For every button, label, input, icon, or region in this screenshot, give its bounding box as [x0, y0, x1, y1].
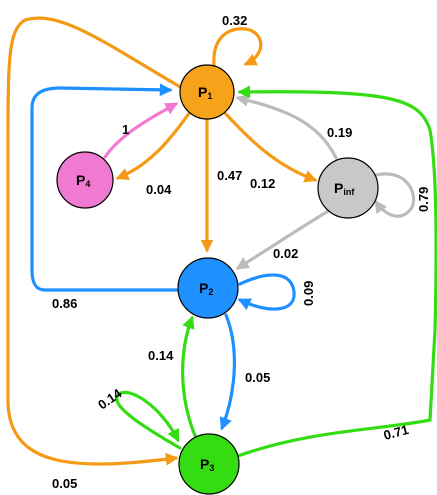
- edge-pinf-p1: [235, 94, 338, 160]
- edge-pinf-p2: [235, 208, 332, 270]
- edge-p3-p1: [236, 85, 437, 458]
- edge-p1-p1: [212, 27, 263, 67]
- node-p1: P1: [179, 64, 235, 120]
- edge-label-p4-p1: 1: [122, 122, 129, 137]
- node-p4-label: P4: [76, 172, 90, 189]
- edge-p3-p3: [115, 390, 182, 450]
- edge-label-pinf-pinf: 0.79: [416, 187, 431, 212]
- node-p3-label: P3: [200, 456, 214, 473]
- edge-label-p2-p3: 0.05: [245, 370, 270, 385]
- node-pinf-label: Pinf: [334, 180, 355, 197]
- edge-p2-p2: [237, 273, 296, 311]
- edge-label-p3-p2: 0.14: [148, 348, 174, 363]
- edge-label-pinf-p2: 0.02: [273, 246, 298, 261]
- node-p2-label: P2: [199, 280, 213, 297]
- edge-label-p2-p1: 0.86: [52, 296, 77, 311]
- edge-label-pinf-p1: 0.19: [327, 125, 352, 140]
- node-pinf-circle: [317, 157, 379, 219]
- edge-p1-p4: [115, 110, 192, 181]
- edge-label-p1-pinf: 0.12: [250, 176, 275, 191]
- edge-pinf-pinf: [370, 172, 416, 218]
- node-p1-label: P1: [198, 84, 212, 101]
- edge-label-p1-p1: 0.32: [222, 13, 247, 28]
- edge-label-p2-p2: 0.09: [301, 281, 316, 306]
- node-p4-circle: [56, 151, 114, 209]
- edge-label-p1-p4: 0.04: [146, 182, 172, 197]
- edge-label-p3-p1: 0.71: [382, 422, 410, 443]
- edge-label-p1-p2: 0.47: [217, 168, 242, 183]
- node-p2-circle: [177, 257, 239, 319]
- edge-p1-p3: [6, 16, 184, 466]
- edge-p2-p1: [30, 83, 180, 292]
- edge-p1-pinf: [223, 111, 318, 183]
- node-p1-circle: [179, 64, 235, 120]
- node-p3-circle: [178, 433, 240, 495]
- edge-label-p1-p3: 0.05: [52, 476, 77, 491]
- node-p2: P2: [177, 257, 239, 319]
- edge-p3-p2: [181, 315, 198, 440]
- node-p3: P3: [178, 433, 240, 495]
- edge-p2-p3: [219, 313, 236, 431]
- edge-p4-p1: [103, 102, 179, 159]
- node-pinf: Pinf: [317, 157, 379, 219]
- node-p4: P4: [56, 151, 114, 209]
